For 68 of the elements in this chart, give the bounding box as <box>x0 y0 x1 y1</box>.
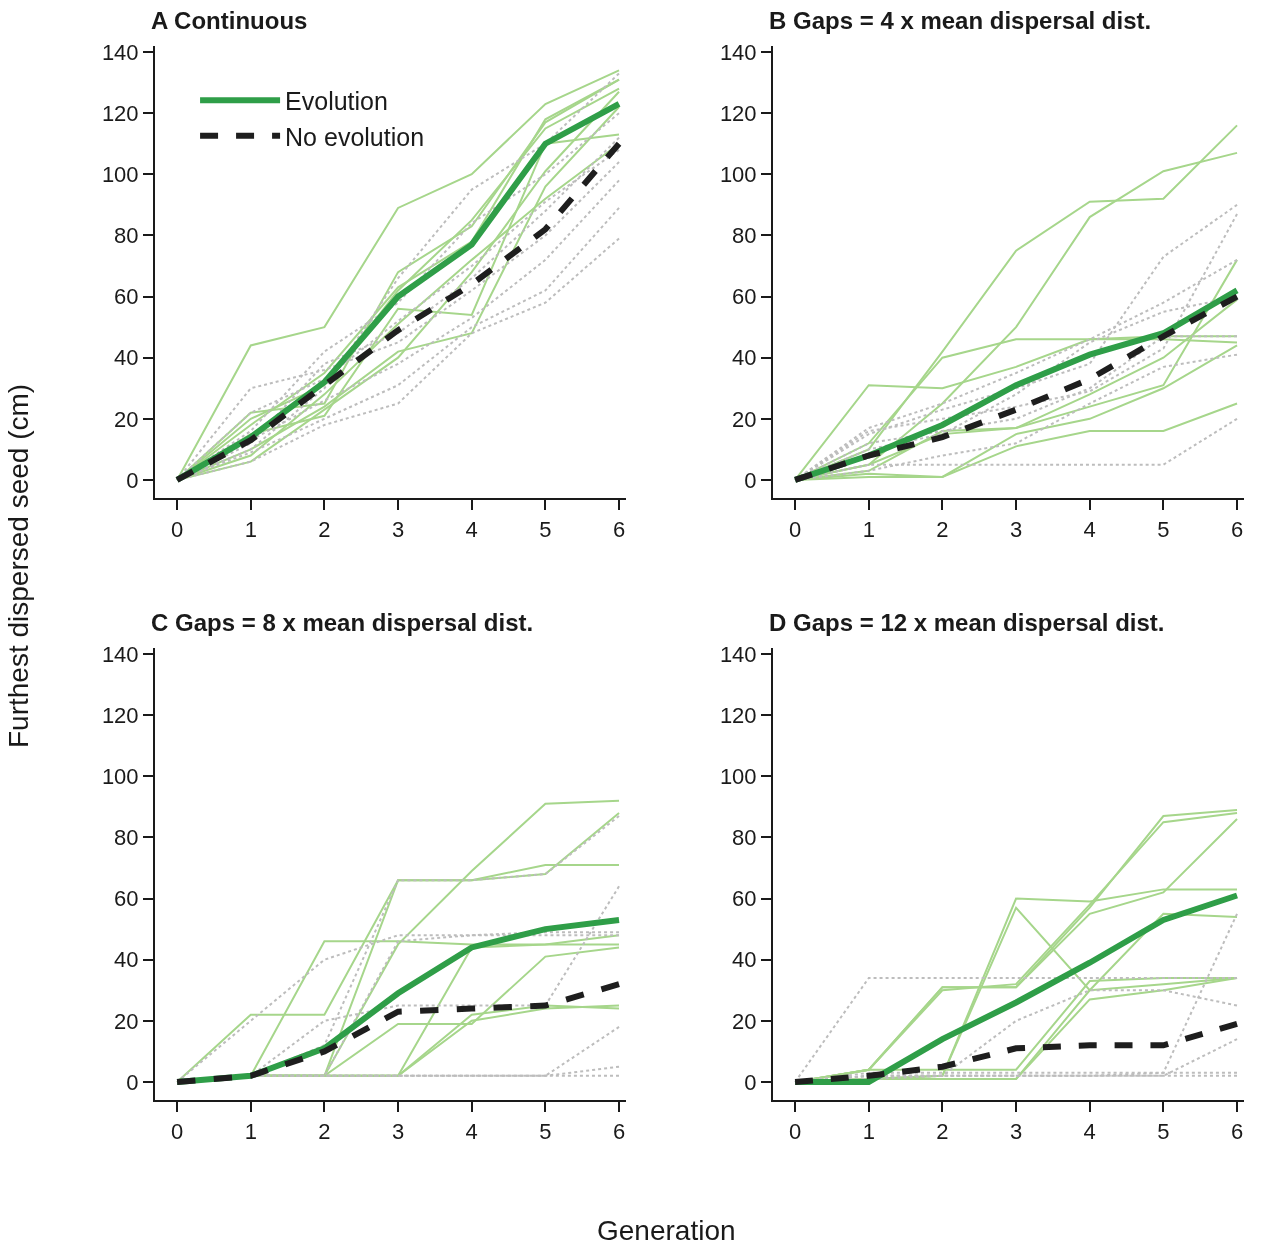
x-tick-label: 6 <box>612 516 626 542</box>
x-tick-label: 1 <box>244 516 257 542</box>
x-tick-label: 1 <box>862 516 875 542</box>
chart-title: D Gaps = 12 x mean dispersal dist. <box>769 609 1165 636</box>
y-tick-label: 80 <box>114 223 139 249</box>
chart-title: B Gaps = 4 x mean dispersal dist. <box>769 7 1152 34</box>
y-tick-label: 0 <box>744 1069 757 1095</box>
y-tick-label: 60 <box>732 886 757 912</box>
legend-label: Evolution <box>285 87 388 116</box>
y-tick-label: 20 <box>732 1008 757 1034</box>
x-tick-label: 6 <box>1230 516 1244 542</box>
y-tick-label: 60 <box>732 284 757 310</box>
y-tick-label: 80 <box>732 825 757 851</box>
y-tick-label: 100 <box>719 763 757 789</box>
x-tick-label: 2 <box>936 1118 949 1144</box>
y-tick-label: 60 <box>114 886 139 912</box>
y-tick-label: 120 <box>719 100 757 126</box>
chart-title: A Continuous <box>151 7 308 34</box>
x-tick-label: 1 <box>862 1118 875 1144</box>
chart-title: C Gaps = 8 x mean dispersal dist. <box>151 609 534 636</box>
x-tick-label: 2 <box>318 1118 331 1144</box>
y-tick-label: 140 <box>101 39 139 65</box>
y-tick-label: 0 <box>126 1069 139 1095</box>
y-tick-label: 120 <box>719 702 757 728</box>
y-tick-label: 140 <box>101 641 139 667</box>
x-axis-title: Generation <box>597 1215 736 1245</box>
x-tick-label: 4 <box>465 516 478 542</box>
y-tick-label: 120 <box>101 702 139 728</box>
x-tick-label: 4 <box>1083 1118 1096 1144</box>
x-tick-label: 2 <box>318 516 331 542</box>
x-tick-label: 1 <box>244 1118 257 1144</box>
x-tick-label: 0 <box>788 516 802 542</box>
y-tick-label: 20 <box>114 1008 139 1034</box>
y-tick-label: 100 <box>719 161 757 187</box>
legend-label: No evolution <box>285 122 425 151</box>
y-tick-label: 40 <box>732 947 757 973</box>
x-tick-label: 3 <box>1009 1118 1023 1144</box>
x-tick-label: 3 <box>391 516 405 542</box>
x-tick-label: 3 <box>391 1118 405 1144</box>
x-tick-label: 5 <box>539 516 552 542</box>
y-tick-label: 100 <box>101 763 139 789</box>
x-tick-label: 4 <box>465 1118 478 1144</box>
x-tick-label: 5 <box>539 1118 552 1144</box>
y-tick-label: 80 <box>732 223 757 249</box>
y-tick-label: 20 <box>732 406 757 432</box>
x-tick-label: 2 <box>936 516 949 542</box>
x-tick-label: 0 <box>170 516 184 542</box>
y-tick-label: 40 <box>114 345 139 371</box>
x-tick-label: 6 <box>612 1118 626 1144</box>
y-tick-label: 120 <box>101 100 139 126</box>
y-tick-label: 0 <box>744 467 757 493</box>
y-tick-label: 20 <box>114 406 139 432</box>
y-tick-label: 0 <box>126 467 139 493</box>
x-tick-label: 5 <box>1157 1118 1170 1144</box>
y-axis-title: Furthest dispersed seed (cm) <box>3 383 34 748</box>
y-tick-label: 100 <box>101 161 139 187</box>
x-tick-label: 0 <box>170 1118 184 1144</box>
y-tick-label: 140 <box>719 641 757 667</box>
y-tick-label: 40 <box>732 345 757 371</box>
y-tick-label: 40 <box>114 947 139 973</box>
x-tick-label: 6 <box>1230 1118 1244 1144</box>
y-tick-label: 80 <box>114 825 139 851</box>
x-tick-label: 5 <box>1157 516 1170 542</box>
x-tick-label: 0 <box>788 1118 802 1144</box>
x-tick-label: 4 <box>1083 516 1096 542</box>
y-tick-label: 140 <box>719 39 757 65</box>
x-tick-label: 3 <box>1009 516 1023 542</box>
y-tick-label: 60 <box>114 284 139 310</box>
